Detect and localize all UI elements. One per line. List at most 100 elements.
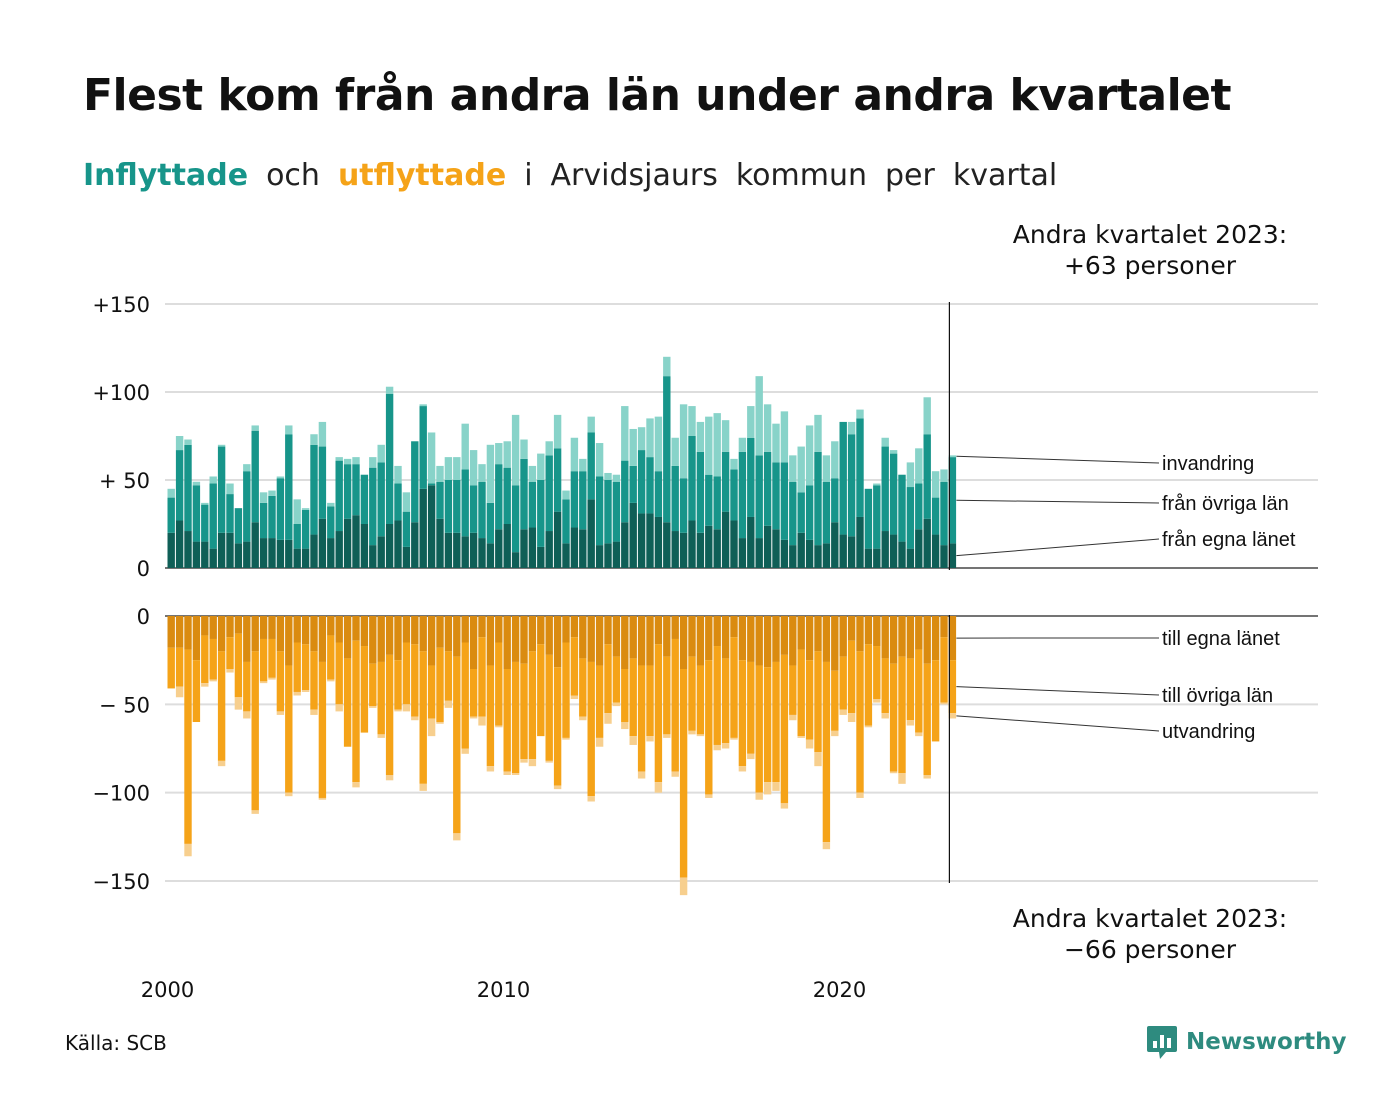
bar-in-invandring bbox=[528, 465, 537, 482]
bar-out-ovriga bbox=[822, 661, 831, 843]
bar-out-ovriga bbox=[259, 638, 268, 682]
bar-in-egna bbox=[427, 485, 436, 568]
bar-in-egna bbox=[898, 541, 906, 568]
bar-out-utvandring bbox=[629, 736, 637, 745]
bar-out-utvandring bbox=[545, 760, 553, 763]
bar-out-egna bbox=[721, 616, 730, 659]
bar-out-egna bbox=[503, 616, 511, 669]
bar-in-egna bbox=[856, 516, 864, 568]
bar-out-utvandring bbox=[461, 748, 469, 754]
bar-in-invandring bbox=[579, 458, 587, 472]
bar-out-utvandring bbox=[520, 759, 528, 763]
bar-out-egna bbox=[562, 616, 570, 643]
label-leader bbox=[956, 686, 1160, 696]
bar-in-invandring bbox=[747, 406, 755, 438]
bar-in-ovriga bbox=[335, 460, 343, 532]
bar-out-utvandring bbox=[285, 792, 293, 797]
brand-logo: Newsworthy bbox=[1146, 1024, 1347, 1060]
bar-in-egna bbox=[814, 545, 822, 568]
bar-in-ovriga bbox=[881, 446, 889, 532]
bar-out-egna bbox=[873, 616, 881, 647]
bar-out-egna bbox=[293, 616, 301, 643]
bar-in-ovriga bbox=[604, 480, 612, 544]
bar-out-utvandring bbox=[234, 697, 243, 710]
bar-in-egna bbox=[679, 532, 688, 568]
bar-in-egna bbox=[545, 531, 553, 568]
bar-out-utvandring bbox=[402, 704, 411, 712]
bar-in-ovriga bbox=[377, 462, 385, 537]
bar-out-egna bbox=[763, 616, 772, 668]
bar-in-invandring bbox=[679, 404, 688, 479]
bar-out-ovriga bbox=[192, 660, 201, 722]
bar-in-egna bbox=[864, 548, 873, 568]
bar-in-ovriga bbox=[730, 469, 738, 521]
bar-in-egna bbox=[318, 518, 327, 568]
bar-out-utvandring bbox=[621, 722, 629, 730]
bar-out-egna bbox=[797, 616, 805, 650]
bar-out-utvandring bbox=[587, 796, 595, 802]
bar-in-egna bbox=[948, 543, 957, 568]
bar-in-invandring bbox=[688, 406, 696, 436]
bar-out-egna bbox=[217, 616, 226, 652]
bar-in-egna bbox=[259, 538, 268, 568]
bar-out-ovriga bbox=[486, 665, 495, 767]
bar-out-utvandring bbox=[881, 713, 889, 719]
bar-in-invandring bbox=[520, 439, 528, 459]
bar-out-utvandring bbox=[805, 739, 814, 749]
bar-in-egna bbox=[915, 529, 923, 568]
bar-out-ovriga bbox=[797, 649, 805, 737]
bar-out-utvandring bbox=[915, 732, 923, 737]
bar-out-egna bbox=[427, 616, 436, 666]
bar-out-utvandring bbox=[612, 702, 621, 707]
source-note: Källa: SCB bbox=[65, 1031, 167, 1055]
bar-in-egna bbox=[671, 531, 679, 568]
bar-out-ovriga bbox=[226, 637, 234, 669]
bar-in-egna bbox=[276, 539, 285, 568]
bar-out-utvandring bbox=[940, 702, 948, 705]
bar-in-invandring bbox=[402, 492, 411, 512]
bar-out-utvandring bbox=[503, 771, 511, 775]
bar-out-egna bbox=[847, 616, 856, 641]
bar-in-ovriga bbox=[175, 450, 184, 521]
bar-out-egna bbox=[940, 616, 948, 638]
bar-in-egna bbox=[444, 532, 453, 568]
bar-out-egna bbox=[738, 616, 747, 661]
bar-in-egna bbox=[478, 538, 486, 568]
bar-in-ovriga bbox=[629, 465, 637, 503]
bar-in-invandring bbox=[276, 476, 285, 479]
bar-in-ovriga bbox=[814, 451, 822, 546]
bar-out-ovriga bbox=[688, 656, 696, 731]
bar-out-egna bbox=[864, 616, 873, 645]
label-leader bbox=[956, 455, 1160, 464]
bar-in-ovriga bbox=[822, 481, 831, 544]
bar-in-ovriga bbox=[898, 474, 906, 542]
bar-out-ovriga bbox=[931, 660, 940, 742]
bar-in-invandring bbox=[192, 481, 201, 486]
bar-out-egna bbox=[175, 616, 184, 648]
bar-out-ovriga bbox=[520, 663, 528, 760]
bar-out-utvandring bbox=[444, 700, 453, 708]
bar-in-egna bbox=[822, 543, 831, 568]
bar-in-ovriga bbox=[385, 393, 394, 524]
bar-out-ovriga bbox=[234, 633, 243, 698]
bar-out-egna bbox=[671, 616, 679, 639]
bar-in-ovriga bbox=[831, 478, 839, 523]
bar-in-invandring bbox=[419, 404, 427, 407]
bar-in-ovriga bbox=[805, 485, 814, 540]
bar-out-utvandring bbox=[797, 736, 805, 738]
subtitle-word: Arvidsjaurs bbox=[550, 158, 718, 193]
bar-out-ovriga bbox=[831, 670, 839, 731]
bottom-bars bbox=[167, 616, 957, 896]
bar-out-utvandring bbox=[579, 716, 587, 721]
bar-out-ovriga bbox=[579, 658, 587, 717]
bar-in-invandring bbox=[696, 421, 705, 452]
bar-out-egna bbox=[579, 616, 587, 659]
bar-out-ovriga bbox=[453, 656, 461, 834]
bar-in-ovriga bbox=[679, 478, 688, 533]
bar-in-ovriga bbox=[327, 506, 335, 539]
bar-in-ovriga bbox=[755, 455, 763, 539]
bar-out-egna bbox=[856, 616, 864, 652]
bar-in-egna bbox=[285, 539, 293, 568]
bar-out-ovriga bbox=[335, 642, 343, 705]
bar-in-invandring bbox=[940, 469, 948, 482]
